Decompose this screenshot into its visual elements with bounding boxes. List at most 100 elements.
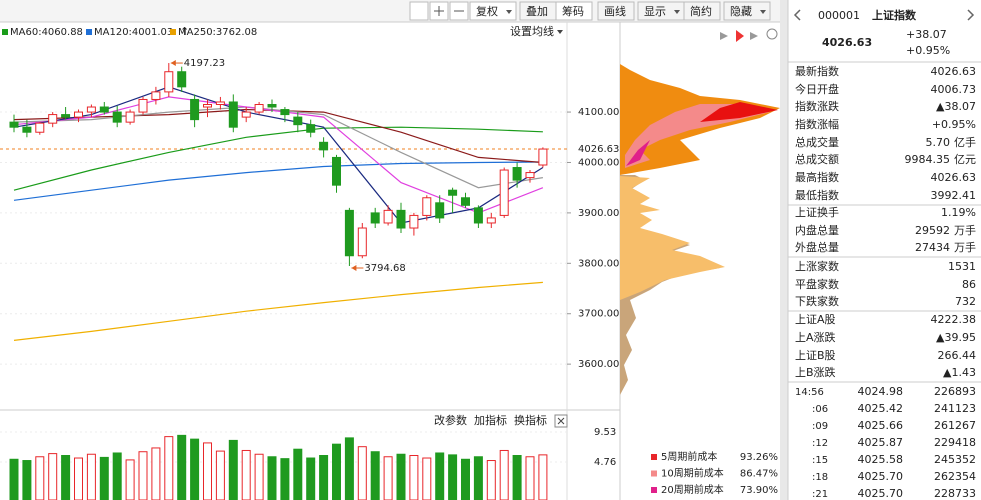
volume-bar <box>344 437 354 500</box>
volume-bar <box>435 452 445 500</box>
toolbar-button[interactable] <box>597 1 635 21</box>
quote-unit: 亿元 <box>954 153 976 166</box>
candle-body <box>177 71 187 88</box>
candle-body <box>35 122 45 133</box>
candle-body <box>370 212 380 224</box>
tool-icon[interactable] <box>750 32 758 40</box>
quote-unit: 亿手 <box>954 135 976 149</box>
tick-time: :21 <box>812 489 828 500</box>
tick-volume: 226893 <box>934 385 976 398</box>
candle-body <box>138 98 148 113</box>
y-tick-label: 4100.00 <box>578 107 619 118</box>
dropdown-caret <box>506 10 512 14</box>
candle-body <box>112 111 122 123</box>
toolbar-button[interactable] <box>469 1 517 21</box>
ma-settings[interactable]: 设置均线 <box>510 24 554 38</box>
volume-bar <box>22 460 32 500</box>
quote-label: 上证B股 <box>795 349 836 362</box>
indicator-tool[interactable]: 改参数 <box>434 413 467 427</box>
ma-legend-swatch <box>86 29 92 35</box>
volume-bar <box>293 448 303 500</box>
chip-label: 5周期前成本 <box>661 450 717 463</box>
close-icon <box>557 417 565 425</box>
volume-bar <box>48 453 58 500</box>
volume-bar <box>280 458 290 500</box>
quote-unit: 万手 <box>954 223 976 237</box>
quote-label: 最新指数 <box>795 64 839 78</box>
quote-label: 上涨家数 <box>795 259 839 273</box>
candle-body <box>422 197 432 216</box>
candle-body <box>86 106 96 113</box>
volume-bar <box>473 456 483 500</box>
tick-price: 4025.87 <box>858 436 904 449</box>
tick-price: 4024.98 <box>858 385 904 398</box>
volume-bar <box>383 456 393 500</box>
y-tick-label: 3700.00 <box>578 309 619 320</box>
candle-body <box>525 172 535 179</box>
quote-value: 9984.35 <box>905 153 951 166</box>
candle-body <box>164 71 174 93</box>
chip-swatch <box>651 487 657 493</box>
quote-value: 732 <box>955 295 976 308</box>
tick-volume: 228733 <box>934 487 976 500</box>
quote-value: 86 <box>962 278 976 291</box>
scrollbar[interactable] <box>780 0 788 500</box>
toolbar-button-label: 显示 <box>644 5 666 18</box>
ma-arrow-icon: ↑ <box>180 25 189 38</box>
candle-body <box>357 227 367 257</box>
candle-body <box>319 141 329 151</box>
toolbar-button-label: 隐藏 <box>730 5 752 18</box>
toolbar-button[interactable] <box>723 1 771 21</box>
annotation-arrowhead <box>351 264 357 271</box>
volume-bar <box>241 449 251 500</box>
candle-body <box>499 169 509 216</box>
quote-value: ▲1.43 <box>943 366 976 379</box>
toolbar-button[interactable] <box>555 1 593 21</box>
candle-body <box>9 121 19 128</box>
indicator-tool[interactable]: 换指标 <box>514 413 547 427</box>
chip-profile-5 <box>700 102 778 122</box>
annotation: 3794.68 <box>364 263 405 274</box>
toolbar-button-label: 画线 <box>604 4 626 18</box>
volume-bar <box>319 455 329 500</box>
tool-icon[interactable] <box>720 32 728 40</box>
chip-profile-10 <box>625 104 770 168</box>
tick-price: 4025.70 <box>858 470 904 483</box>
next-arrow[interactable] <box>967 9 975 21</box>
ma-legend: MA120:4001.03 <box>94 27 173 38</box>
settings-icon[interactable] <box>766 28 778 40</box>
candle-body <box>344 209 354 257</box>
volume-bar <box>61 455 71 500</box>
tick-price: 4025.42 <box>858 402 904 415</box>
indicator-tool[interactable]: 加指标 <box>474 413 507 427</box>
tick-time: :18 <box>812 472 828 483</box>
volume-bar <box>138 451 148 500</box>
tick-price: 4025.58 <box>858 453 904 466</box>
quote-value: 1.19% <box>941 206 976 219</box>
candle-body <box>151 91 161 100</box>
plus-icon <box>434 6 444 16</box>
chip-value: 73.90% <box>740 485 778 496</box>
ma-legend-swatch <box>2 29 8 35</box>
stock-pct: +0.95% <box>906 44 950 57</box>
toolbar-button-label: 叠加 <box>526 5 548 18</box>
y-tick-label: 3900.00 <box>578 208 619 219</box>
prev-arrow[interactable] <box>793 9 801 21</box>
quote-value: 4222.38 <box>931 313 977 326</box>
candle-body <box>306 124 316 133</box>
candle-body <box>396 209 406 229</box>
candle-body <box>512 167 522 181</box>
tool-icon[interactable] <box>736 30 744 42</box>
tick-price: 4025.66 <box>858 419 904 432</box>
candle-body <box>22 126 32 133</box>
volume-bar <box>86 453 96 500</box>
toolbar-button[interactable] <box>683 1 721 21</box>
chip-profile-20 <box>626 140 650 166</box>
y-tick-label: 3600.00 <box>578 359 619 370</box>
volume-bar <box>254 453 264 500</box>
icon-button[interactable] <box>409 1 429 21</box>
volume-bar <box>538 454 548 500</box>
chip-value: 86.47% <box>740 469 778 480</box>
candle-body <box>74 111 83 118</box>
